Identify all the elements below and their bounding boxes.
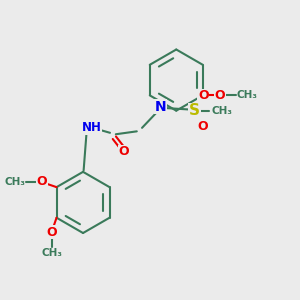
Text: NH: NH xyxy=(82,121,102,134)
Text: O: O xyxy=(198,89,208,102)
Text: CH₃: CH₃ xyxy=(211,106,232,116)
Text: O: O xyxy=(47,226,58,239)
Text: O: O xyxy=(37,176,47,188)
Text: CH₃: CH₃ xyxy=(236,90,257,100)
Text: CH₃: CH₃ xyxy=(4,177,26,187)
Text: S: S xyxy=(189,103,200,118)
Text: O: O xyxy=(197,120,208,133)
Text: N: N xyxy=(155,100,167,114)
Text: O: O xyxy=(119,145,129,158)
Text: CH₃: CH₃ xyxy=(42,248,63,258)
Text: O: O xyxy=(214,89,225,102)
